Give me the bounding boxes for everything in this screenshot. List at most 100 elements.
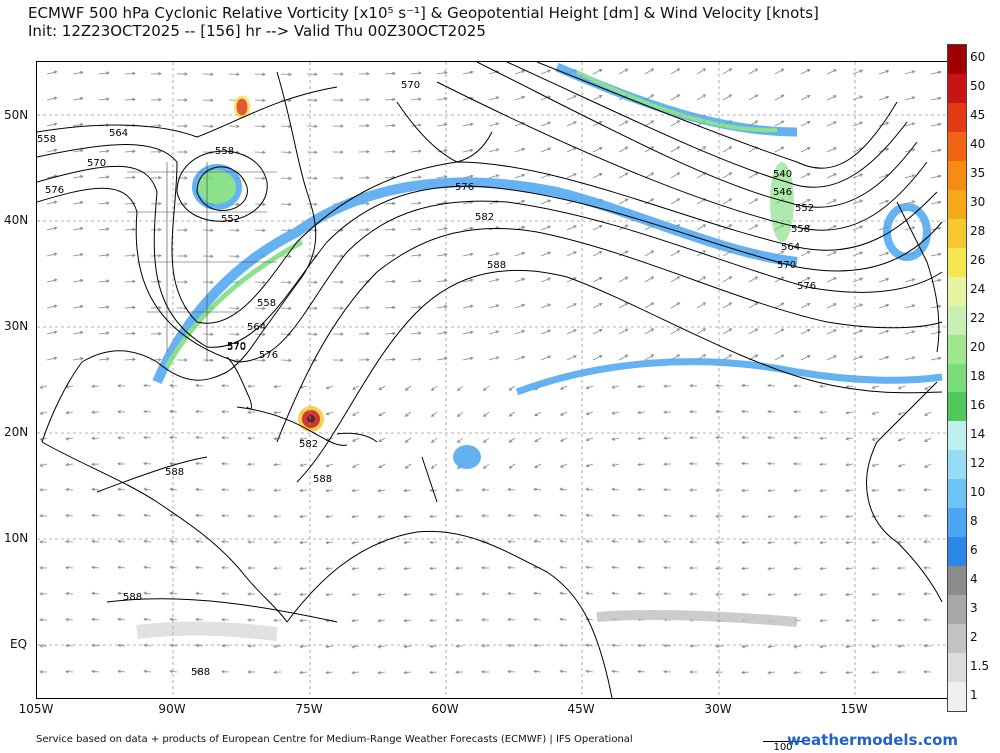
colorbar-cell [948,103,966,132]
colorbar-cell [948,132,966,161]
colorbar-cell [948,335,966,364]
colorbar-cell [948,653,966,682]
contour-label: 570 [87,158,106,169]
colorbar-cell [948,595,966,624]
coastline-newfoundland [397,102,492,162]
colorbar-label: 1.5 [970,659,989,673]
contour-label: 546 [773,187,792,198]
contour-label: 588 [165,467,184,478]
wind-arrow [281,152,291,153]
map-svg: 570 564 558 558 552 570 576 576 582 588 … [37,62,947,698]
colorbar-cell [948,306,966,335]
contour-label: 582 [299,439,318,450]
colorbar-label: 14 [970,427,985,441]
contour-label: 558 [37,134,56,145]
wind-arrow [281,308,291,309]
wind-arrow [281,204,291,205]
colorbar-label: 4 [970,572,978,586]
lat-label-20n: 20N [4,425,28,439]
wind-arrow [281,126,291,127]
colorbar-label: 24 [970,282,985,296]
lon-label-30w: 30W [704,702,731,716]
vorticity-gray-west [137,628,277,634]
colorbar-label: 18 [970,369,985,383]
colorbar-label: 1 [970,688,978,702]
contour-label: 576 [259,350,278,361]
colorbar-cell [948,508,966,537]
colorbar-label: 35 [970,166,985,180]
wind-arrow [255,100,265,101]
vorticity-low-mid-atlantic [453,445,481,469]
lon-label-60w: 60W [431,702,458,716]
colorbar-cell [948,74,966,103]
lon-label-75w: 75W [295,702,322,716]
lon-label-45w: 45W [567,702,594,716]
colorbar-cell [948,364,966,393]
lon-label-15w: 15W [840,702,867,716]
colorbar-label: 50 [970,79,985,93]
brand-link[interactable]: weathermodels.com [787,731,958,749]
wind-arrow [255,126,265,127]
lat-label-40n: 40N [4,213,28,227]
colorbar-cell [948,277,966,306]
wind-arrow [281,282,291,283]
colorbar-cell [948,248,966,277]
title-line-1: ECMWF 500 hPa Cyclonic Relative Vorticit… [28,4,819,22]
coastline-south-america [287,531,612,698]
lat-label-10n: 10N [4,531,28,545]
vorticity-low-canada [235,97,249,117]
contour-label: 564 [247,322,266,333]
map-panel[interactable]: 570 564 558 558 552 570 576 576 582 588 … [36,61,948,699]
vorticity-band-north-core [577,72,777,130]
contour-label: 570 [227,342,246,353]
coastline-africa [867,382,942,602]
wind-arrow [255,152,265,153]
colorbar-cell [948,537,966,566]
contour-label: 570 [401,80,420,91]
colorbar-cell [948,479,966,508]
contour-label: 576 [45,185,64,196]
colorbar-cell [948,219,966,248]
contour-label: 552 [221,214,240,225]
wind-arrow [255,178,265,179]
colorbar-label: 3 [970,601,978,615]
contour-label: 558 [791,224,810,235]
contour-label: 588 [487,260,506,271]
colorbar-label: 10 [970,485,985,499]
credit-footer: Service based on data + products of Euro… [36,734,633,745]
contour-label: 588 [123,592,142,603]
wind-arrow [281,74,291,75]
wind-arrow [281,178,291,179]
coastline-hispaniola [337,433,377,442]
colorbar-cell [948,566,966,595]
vorticity-band-east [517,362,942,392]
contour-label: 564 [109,128,128,139]
colorbar-label: 60 [970,50,985,64]
contour-label: 570 [777,260,796,271]
contour-label: 558 [215,146,234,157]
vorticity-colorbar [947,44,967,712]
colorbar-cell [948,450,966,479]
colorbar-label: 8 [970,514,978,528]
colorbar-cell [948,161,966,190]
wind-arrow [255,282,265,283]
colorbar-label: 2 [970,630,978,644]
contour-label: 552 [795,203,814,214]
colorbar-label: 28 [970,224,985,238]
hurricane-vortex-core [307,415,315,423]
coastline-florida [227,357,251,409]
colorbar-cell [948,624,966,653]
colorbar-cell [948,421,966,450]
lon-label-90w: 90W [158,702,185,716]
colorbar-label: 22 [970,311,985,325]
title-line-2: Init: 12Z23OCT2025 -- [156] hr --> Valid… [28,22,819,40]
colorbar-cell [948,45,966,74]
contour-label: 576 [455,182,474,193]
contour-label: 558 [257,298,276,309]
colorbar-cell [948,190,966,219]
coastline-caribbean-islands [422,457,437,502]
colorbar-label: 12 [970,456,985,470]
vorticity-gray-tropics [597,615,797,622]
contour-label: 564 [781,242,800,253]
wind-arrow [255,230,265,231]
